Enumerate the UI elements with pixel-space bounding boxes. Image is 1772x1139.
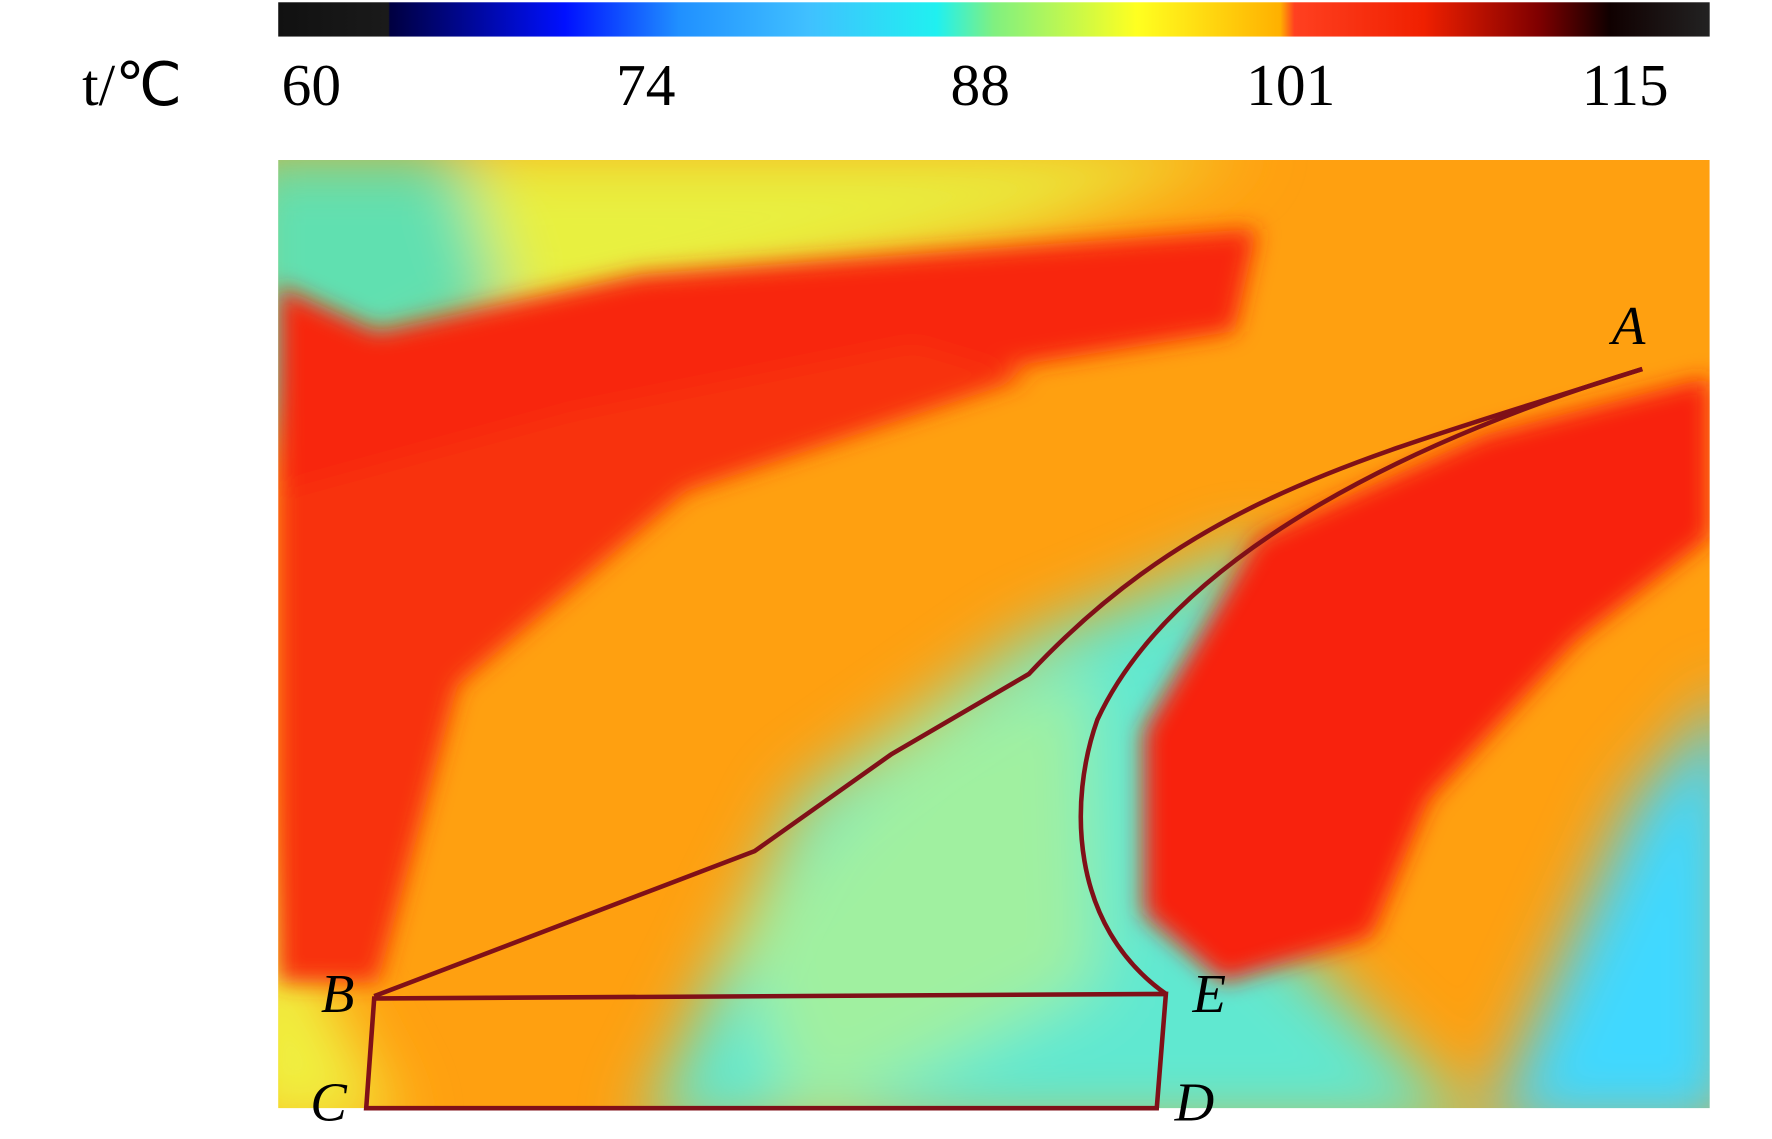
- colorbar-tick-label: 74: [616, 52, 675, 118]
- colorbar-label: t/℃: [82, 52, 182, 118]
- region-outline: [363, 366, 1643, 1111]
- thermal-image: [278, 159, 1710, 1109]
- point-label: C: [310, 1072, 348, 1133]
- point-label: E: [1192, 963, 1227, 1024]
- point-label: A: [1609, 295, 1646, 356]
- colorbar-tick-label: 60: [282, 52, 341, 118]
- colorbar-ticks: 60 74 88 101 115: [282, 52, 1669, 118]
- colorbar-tick-label: 88: [951, 52, 1010, 118]
- colorbar-tick-label: 101: [1246, 52, 1335, 118]
- colorbar: [278, 2, 1710, 37]
- point-label: B: [321, 963, 355, 1024]
- colorbar-tick-label: 115: [1582, 52, 1669, 118]
- point-label: D: [1174, 1072, 1215, 1133]
